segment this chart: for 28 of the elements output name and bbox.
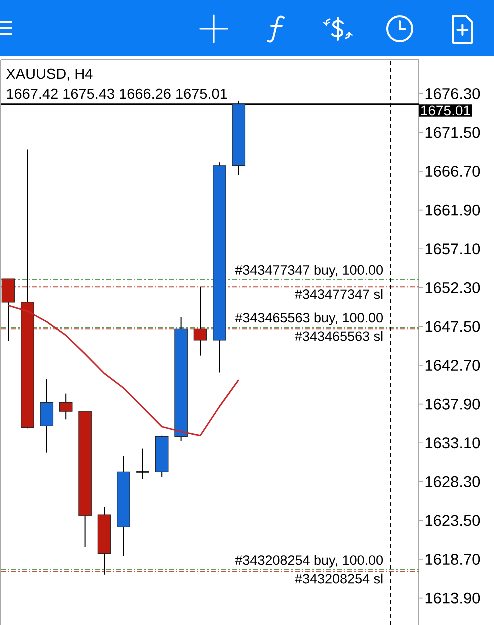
y-tick-label: 1623.50 <box>426 515 480 526</box>
text: 1667.42 1675.43 1666.26 1675.01 <box>7 88 228 100</box>
y-tick-label: 1671.50 <box>426 127 480 138</box>
candlestick <box>40 378 54 454</box>
y-tick-label: 1676.30 <box>426 88 480 100</box>
ref-line-label: #343208254 sl <box>295 574 383 584</box>
text: XAUUSD, H4 <box>6 68 93 81</box>
y-tick-label: 1637.90 <box>426 398 480 410</box>
candlestick <box>59 393 73 420</box>
y-tick-label: 1657.10 <box>426 244 480 255</box>
y-tick-label: 1628.30 <box>426 476 480 488</box>
y-tick-label: 1647.50 <box>426 321 480 332</box>
ref-line-label: 1675.01 <box>421 106 470 116</box>
y-tick-label: 1652.30 <box>426 282 480 294</box>
ref-line-label: #343465563 buy, 100.00 <box>235 312 384 326</box>
y-tick-label: 1618.70 <box>426 554 480 566</box>
ref-line-label: #343477347 buy, 100.00 <box>235 265 384 278</box>
ref-line-label: #343208254 buy, 100.00 <box>235 555 384 568</box>
y-tick-label: 1613.90 <box>426 592 480 604</box>
ref-line-label: #343465563 sl <box>295 331 383 342</box>
y-tick-label: 1661.90 <box>426 204 480 216</box>
y-tick-label: 1642.70 <box>426 360 480 372</box>
candlestick <box>2 278 16 342</box>
candlestick <box>136 448 150 480</box>
ref-line-label: #343477347 sl <box>295 289 383 300</box>
candlestick <box>194 286 208 356</box>
y-tick-label: 1666.70 <box>426 166 480 178</box>
y-tick-label: 1633.10 <box>426 438 480 449</box>
